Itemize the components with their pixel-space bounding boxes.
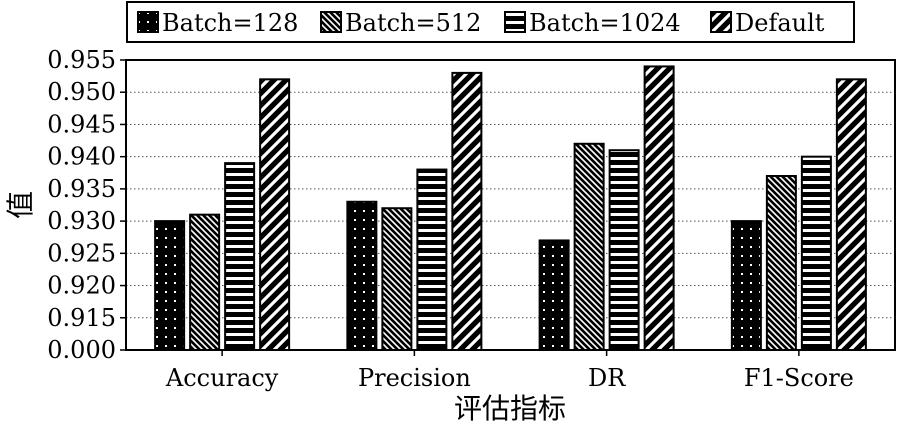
bar-batch-128-f1-score	[730, 220, 762, 351]
bar-batch-128-precision	[346, 200, 378, 351]
y-tick-label: 0.925	[47, 239, 116, 267]
bar-batch-512-precision	[381, 207, 413, 351]
plot-border	[125, 59, 896, 351]
bar-batch-512-dr	[573, 142, 605, 351]
y-axis-label: 值	[4, 191, 37, 219]
bar-batch-1024-accuracy	[224, 162, 256, 351]
bar-batch-128-accuracy	[154, 220, 186, 351]
legend-label: Default	[735, 9, 825, 37]
x-axis-ticks: Accuracy Precision DR F1-Score	[165, 350, 854, 392]
bars	[154, 65, 867, 351]
y-tick-label: 0.915	[47, 304, 116, 332]
bar-default-accuracy	[259, 78, 291, 351]
y-tick-label: 0.920	[47, 272, 116, 300]
legend-swatch	[710, 11, 732, 33]
bar-batch-512-f1-score	[765, 175, 797, 351]
bar-batch-1024-dr	[608, 149, 640, 351]
y-axis-ticks: 0.000 0.915 0.920 0.925 0.930 0.935 0.940 0.945…	[47, 46, 126, 364]
x-tick-label: Accuracy	[165, 364, 279, 392]
x-tick-label: DR	[588, 364, 626, 392]
x-tick-label: Precision	[358, 364, 471, 392]
bar-batch-1024-precision	[416, 168, 448, 351]
legend-label: Batch=128	[162, 9, 298, 37]
legend-label: Batch=512	[345, 9, 481, 37]
bar-batch-512-accuracy	[189, 213, 221, 351]
legend: Batch=128 Batch=512 Batch=1024 Default	[126, 1, 855, 43]
bar-default-precision	[451, 71, 483, 351]
y-tick-label: 0.950	[47, 78, 116, 106]
y-tick-label: 0.935	[47, 175, 116, 203]
legend-box	[126, 1, 855, 43]
bar-batch-1024-f1-score	[800, 155, 832, 351]
plot-frame	[125, 59, 896, 351]
y-tick-label: 0.945	[47, 110, 116, 138]
bar-batch-128-dr	[538, 239, 570, 351]
legend-label: Batch=1024	[529, 9, 681, 37]
legend-swatch	[137, 11, 159, 33]
legend-swatch	[320, 11, 342, 33]
y-tick-label: 0.000	[47, 336, 116, 364]
x-axis-label: 评估指标	[454, 392, 566, 425]
y-tick-label: 0.930	[47, 207, 116, 235]
bar-default-dr	[643, 65, 675, 351]
y-tick-label: 0.940	[47, 143, 116, 171]
y-tick-label: 0.955	[47, 46, 116, 74]
bar-default-f1-score	[835, 78, 867, 351]
x-tick-label: F1-Score	[744, 364, 854, 392]
legend-swatch	[504, 11, 526, 33]
